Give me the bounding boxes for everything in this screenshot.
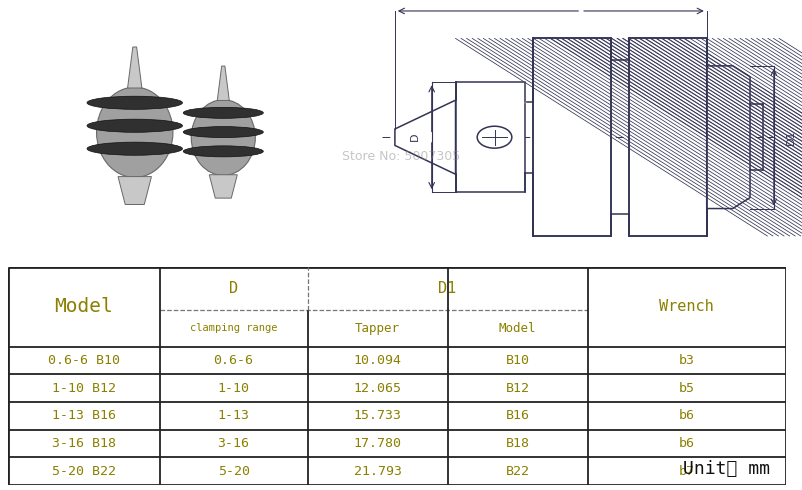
Text: 15.733: 15.733 (354, 409, 402, 422)
Text: 12.065: 12.065 (354, 382, 402, 394)
Ellipse shape (87, 142, 183, 155)
Text: 0.6-6: 0.6-6 (213, 354, 253, 367)
Text: 1-13: 1-13 (217, 409, 249, 422)
Bar (533, 38, 611, 236)
Text: 21.793: 21.793 (354, 465, 402, 478)
Text: D1: D1 (786, 129, 796, 145)
Text: Store No: 5007305: Store No: 5007305 (342, 150, 460, 163)
Text: Wrench: Wrench (659, 299, 714, 315)
Polygon shape (707, 66, 750, 209)
Ellipse shape (183, 107, 263, 118)
Bar (629, 38, 707, 236)
Ellipse shape (183, 126, 263, 138)
Text: B12: B12 (505, 382, 529, 394)
Ellipse shape (191, 100, 255, 175)
Text: 3-16: 3-16 (217, 437, 249, 450)
Polygon shape (395, 100, 456, 174)
Text: 0.6-6 B10: 0.6-6 B10 (48, 354, 119, 367)
Text: D1: D1 (439, 281, 456, 296)
Text: Model: Model (499, 321, 537, 335)
Text: B18: B18 (505, 437, 529, 450)
Text: b6: b6 (678, 409, 695, 422)
Polygon shape (217, 66, 229, 100)
Text: B10: B10 (505, 354, 529, 367)
Bar (629, 38, 707, 236)
Text: b3: b3 (678, 354, 695, 367)
Text: D: D (409, 133, 419, 142)
Text: b6: b6 (678, 437, 695, 450)
Polygon shape (128, 47, 142, 88)
Ellipse shape (96, 87, 173, 177)
Ellipse shape (87, 119, 183, 132)
Text: Model: Model (55, 297, 113, 317)
Text: 5-20 B22: 5-20 B22 (52, 465, 115, 478)
Ellipse shape (183, 146, 263, 157)
Text: 10.094: 10.094 (354, 354, 402, 367)
Text: Unit： mm: Unit： mm (683, 460, 770, 478)
Polygon shape (118, 176, 152, 204)
Text: b7: b7 (678, 465, 695, 478)
Text: 1-13 B16: 1-13 B16 (52, 409, 115, 422)
Circle shape (477, 126, 512, 148)
Text: B16: B16 (505, 409, 529, 422)
Ellipse shape (87, 96, 183, 109)
Text: Tapper: Tapper (355, 321, 400, 335)
Bar (456, 82, 525, 192)
Text: 17.780: 17.780 (354, 437, 402, 450)
Polygon shape (209, 175, 237, 198)
Text: D: D (229, 281, 238, 296)
Text: B22: B22 (505, 465, 529, 478)
Text: b5: b5 (678, 382, 695, 394)
Text: 1-10 B12: 1-10 B12 (52, 382, 115, 394)
Bar (533, 38, 611, 236)
Text: 3-16 B18: 3-16 B18 (52, 437, 115, 450)
Text: 5-20: 5-20 (217, 465, 249, 478)
Text: clamping range: clamping range (190, 323, 277, 333)
Text: 1-10: 1-10 (217, 382, 249, 394)
